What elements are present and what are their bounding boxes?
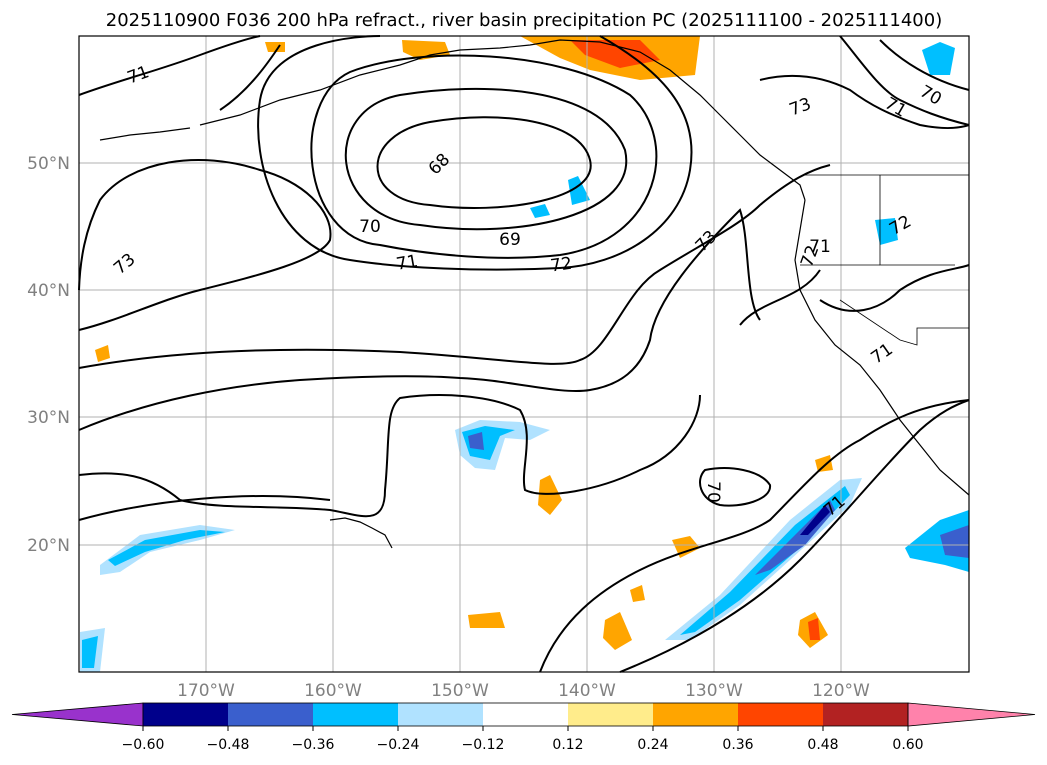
lat-label: 20°N	[27, 536, 70, 556]
map-panel: 71 73 68 70 69 71 72 73 72 71 70 73 71 7…	[78, 35, 970, 673]
colorbar-arrow-max	[907, 702, 1036, 727]
precip-negative-area	[800, 505, 830, 535]
colorbar-segment	[313, 703, 398, 726]
precip-negative-area	[875, 218, 898, 245]
contour-line	[78, 35, 332, 331]
contour-line	[78, 399, 970, 673]
colorbar-segment	[483, 703, 568, 726]
lon-labels: 170°W 160°W 150°W 140°W 130°W 120°W	[177, 681, 870, 701]
precip-positive-area	[815, 455, 833, 472]
colorbar-tick-label: −0.60	[122, 737, 165, 753]
contour-line	[759, 74, 970, 129]
coastline-aleutians	[99, 127, 191, 141]
precip-shading	[80, 36, 969, 672]
colorbar-segment	[568, 703, 653, 726]
precip-positive-area	[630, 585, 645, 602]
contour-line	[619, 399, 970, 673]
precip-positive-area	[808, 618, 820, 640]
colorbar-tick-label: −0.24	[377, 737, 420, 753]
coastline-hawaii	[329, 517, 393, 549]
contour-line	[78, 264, 970, 518]
lon-label: 150°W	[431, 681, 489, 701]
colorbar-tick-label: 0.36	[722, 737, 753, 753]
colorbar: −0.60 −0.48 −0.36 −0.24 −0.12 0.12 0.24 0.36 0.4…	[11, 702, 1036, 753]
map-frame	[78, 35, 970, 673]
lon-label: 130°W	[685, 681, 743, 701]
contour-label: 70	[359, 217, 381, 237]
contour-line	[219, 35, 693, 271]
contour-label: 72	[549, 254, 573, 277]
colorbar-tick-label: −0.48	[207, 737, 250, 753]
colorbar-segment	[823, 703, 908, 726]
precip-negative-area	[100, 525, 235, 575]
lat-labels: 50°N 40°N 30°N 20°N	[27, 154, 70, 556]
colorbar-tick-label: 0.60	[892, 737, 923, 753]
precip-negative-area	[940, 525, 969, 558]
contour-line	[839, 35, 970, 126]
contours	[78, 35, 970, 673]
lon-label: 170°W	[177, 681, 235, 701]
contour-line	[344, 87, 628, 231]
colorbar-outline	[142, 702, 909, 727]
map-background	[79, 36, 969, 672]
lon-label: 160°W	[304, 681, 362, 701]
colorbar-segment	[228, 703, 313, 726]
contour-line	[78, 164, 831, 369]
lon-label: 120°W	[812, 681, 870, 701]
colorbar-segment	[398, 703, 483, 726]
precip-negative-area	[568, 176, 590, 205]
lon-label: 140°W	[558, 681, 616, 701]
contour-label: 69	[499, 230, 521, 250]
coastline-north-america	[794, 199, 970, 496]
contour-line	[78, 208, 761, 431]
contour-line	[310, 54, 658, 259]
colorbar-segment	[143, 703, 228, 726]
lat-label: 40°N	[27, 281, 70, 301]
contour-label: 71	[809, 237, 831, 257]
precip-negative-area	[108, 530, 225, 566]
precip-negative-area	[922, 42, 955, 75]
contour-line	[699, 467, 771, 507]
colorbar-tick-label: 0.12	[552, 737, 583, 753]
precip-positive-area	[603, 612, 632, 650]
precip-negative-area	[530, 204, 550, 218]
colorbar-segment	[653, 703, 738, 726]
precip-negative-area	[468, 432, 484, 450]
map-title: 2025110900 F036 200 hPa refract., river …	[106, 10, 942, 31]
contour-label: 71	[395, 251, 420, 274]
colorbar-tick-label: 0.24	[637, 737, 668, 753]
precip-positive-area	[468, 612, 505, 628]
contour-label: 70	[703, 481, 723, 503]
colorbar-tick-label: −0.36	[292, 737, 335, 753]
precip-positive-area	[265, 42, 285, 52]
contour-line	[376, 116, 592, 209]
colorbar-tick-label: 0.48	[807, 737, 838, 753]
colorbar-tick-label: −0.12	[462, 737, 505, 753]
border-states	[839, 299, 969, 346]
precip-positive-area	[95, 345, 110, 362]
lat-label: 30°N	[27, 408, 70, 428]
colorbar-arrow-min	[11, 702, 144, 727]
lat-label: 50°N	[27, 154, 70, 174]
precip-negative-area	[82, 636, 98, 668]
precip-negative-area	[905, 510, 969, 572]
precip-positive-area	[672, 536, 700, 558]
colorbar-segment	[738, 703, 823, 726]
